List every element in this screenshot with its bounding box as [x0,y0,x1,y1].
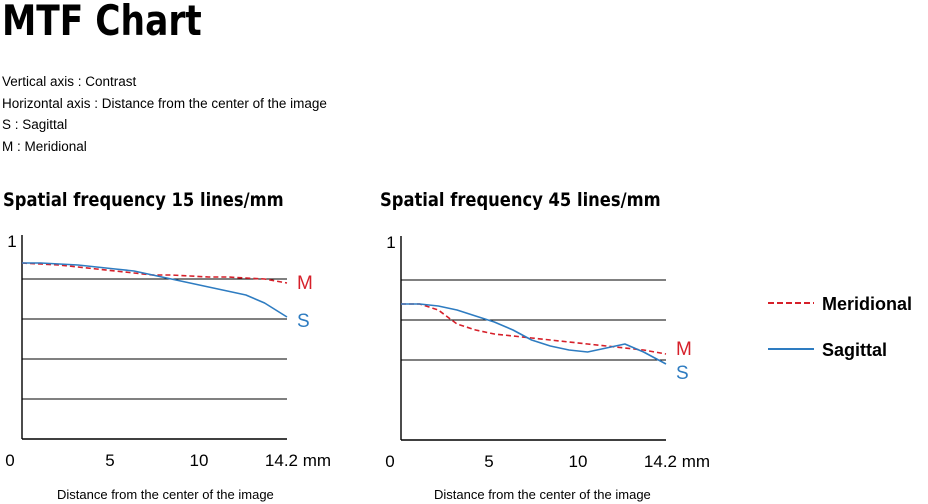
chart-2-series-s-line [401,303,667,365]
chart-2-x-tick-label-1: 0 [385,452,394,471]
chart-1-xlabel: Distance from the center of the image [57,487,274,502]
note-meridional: M : Meridional [2,138,87,154]
note-horizontal-axis: Horizontal axis : Distance from the cent… [2,95,327,111]
note-sagittal: S : Sagittal [2,117,68,132]
chart-1-x-tick-label-3: 10 [190,451,209,470]
legend-sagittal-label: Sagittal [822,340,887,360]
chart-2-title: Spatial frequency 45 lines/mm [380,189,661,211]
chart-2-xlabel: Distance from the center of the image [434,487,651,502]
chart-2-x-tick-label-3: 10 [569,452,588,471]
chart-1-x-tick-label-2: 5 [105,451,114,470]
chart-1-x-tick-label-1: 0 [5,451,14,470]
chart-2-series-s-label: S [676,363,689,384]
chart-2-series-m-label: M [676,339,692,360]
chart-2-series-m-line [401,303,667,355]
chart-2-x-tick-label-4: 14.2 mm [644,452,710,471]
legend-meridional-label: Meridional [822,294,912,314]
chart-1-series-m-label: M [297,273,313,294]
chart-2-x-tick-label-2: 5 [484,452,493,471]
chart-1-series-s-label: S [297,311,310,332]
note-vertical-axis: Vertical axis : Contrast [2,74,137,89]
page-title: MTF Chart [2,0,202,45]
chart-2-y-tick-label-1: 1 [386,233,395,252]
chart-notes: Vertical axis : Contrast Horizontal axis… [2,71,327,157]
chart-1-y-tick-label-1: 1 [7,232,16,251]
chart-1-title: Spatial frequency 15 lines/mm [3,189,284,211]
chart-1-series-s-line [22,262,288,318]
chart-1-x-tick-label-4: 14.2 mm [265,451,331,470]
chart-1-series-m-line [21,262,288,284]
